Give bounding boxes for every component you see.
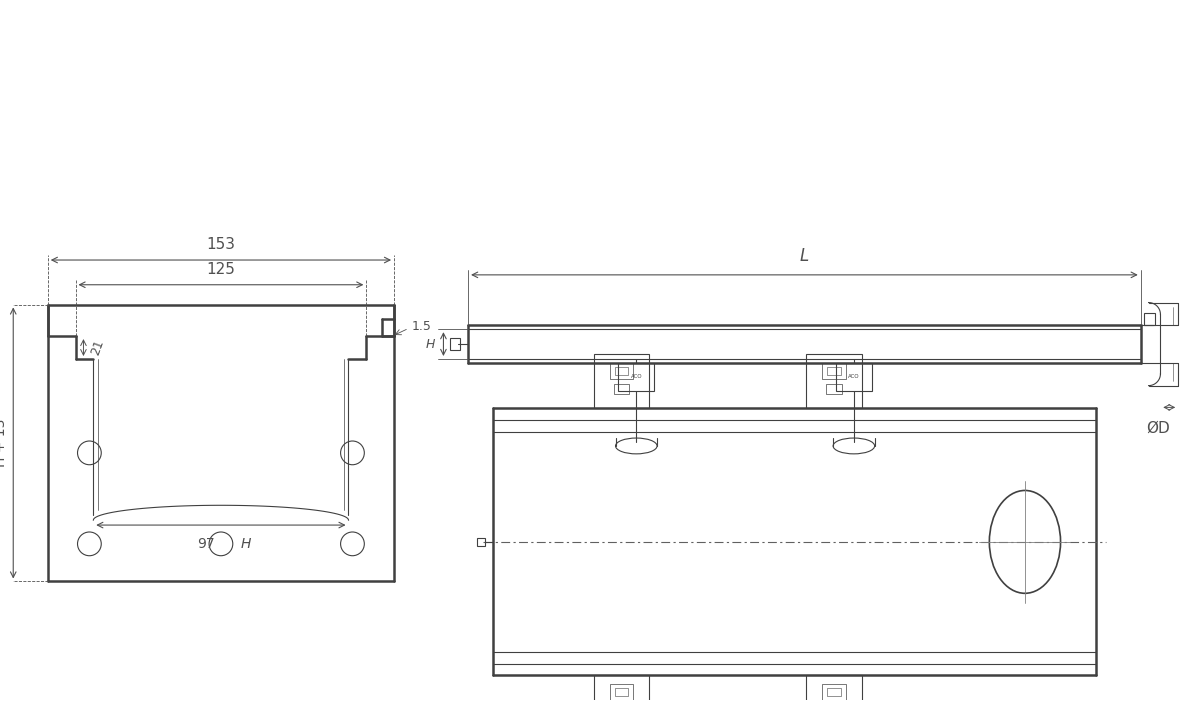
Bar <box>610 363 634 379</box>
Bar <box>610 684 634 700</box>
Bar <box>806 675 862 704</box>
Bar <box>806 354 862 408</box>
Text: 125: 125 <box>206 262 235 277</box>
Text: H: H <box>240 537 251 551</box>
Text: ACO: ACO <box>630 375 642 379</box>
Text: H: H <box>426 338 436 351</box>
Bar <box>614 689 629 696</box>
Bar <box>613 384 629 394</box>
Bar <box>822 684 846 700</box>
Text: 153: 153 <box>206 237 235 252</box>
Bar <box>614 367 629 375</box>
Bar <box>478 538 485 546</box>
Bar <box>1144 313 1156 325</box>
Text: ACO: ACO <box>848 375 859 379</box>
Bar <box>594 675 649 704</box>
Bar <box>822 363 846 379</box>
Text: 97: 97 <box>197 537 215 551</box>
Bar <box>827 367 841 375</box>
Bar <box>594 354 649 408</box>
Text: 1.5: 1.5 <box>412 320 432 333</box>
Bar <box>836 363 871 391</box>
Text: 21: 21 <box>89 338 106 357</box>
Text: L: L <box>799 247 809 265</box>
Bar <box>450 338 461 350</box>
Text: H + 13: H + 13 <box>0 419 8 467</box>
Bar <box>827 689 841 696</box>
Text: ØD: ØD <box>1146 420 1170 435</box>
Bar <box>618 363 654 391</box>
Bar <box>826 384 842 394</box>
